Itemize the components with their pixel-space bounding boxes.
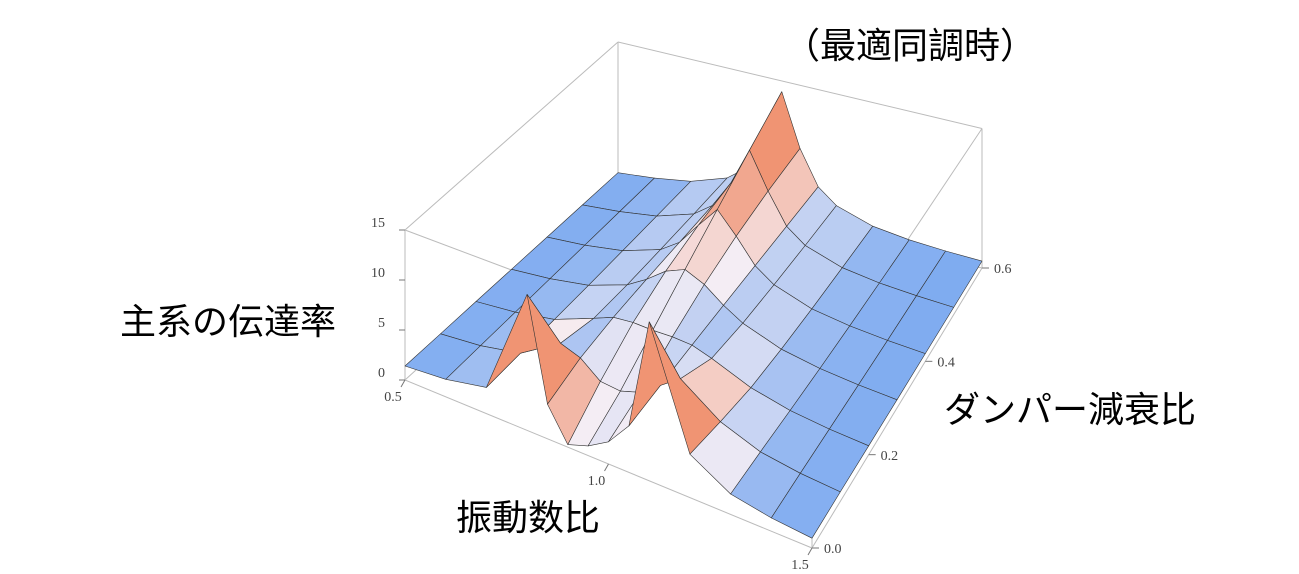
box-edge: [811, 267, 983, 549]
y-tick-label: 0.2: [881, 449, 899, 464]
x-tick: [400, 379, 406, 388]
box-edge: [404, 41, 619, 231]
x-tick-label: 1.5: [791, 558, 809, 573]
axes: 0 5 10 15 0.5 1.0 1.5 0.0 0.2 0.4 0.6: [371, 216, 1012, 573]
z-tick-label: 10: [371, 266, 385, 281]
box-edge: [617, 41, 983, 129]
x-tick: [604, 463, 609, 472]
z-tick-label: 15: [371, 216, 385, 231]
y-tick-label: 0.0: [824, 542, 842, 557]
x-tick-label: 1.0: [588, 474, 606, 489]
z-axis-label: 主系の伝達率: [120, 302, 336, 343]
z-tick-label: 0: [378, 366, 385, 381]
x-axis-label: 振動数比: [456, 498, 600, 539]
chart-title: （最適同調時）: [784, 26, 1036, 67]
y-tick-label: 0.6: [994, 262, 1012, 277]
z-tick-label: 5: [378, 316, 385, 331]
x-tick-label: 0.5: [384, 390, 402, 405]
surface-patch: [770, 472, 841, 539]
x-tick: [807, 547, 813, 556]
surface: [404, 91, 983, 539]
y-tick-label: 0.4: [937, 356, 955, 371]
y-axis-label: ダンパー減衰比: [944, 390, 1196, 431]
